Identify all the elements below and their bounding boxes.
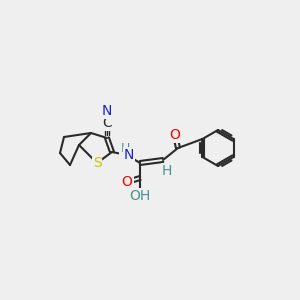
Text: N: N (124, 148, 134, 162)
Text: O: O (169, 128, 180, 142)
Text: N: N (102, 104, 112, 118)
Text: H: H (120, 142, 130, 155)
Text: H: H (162, 164, 172, 178)
Text: OH: OH (129, 189, 151, 203)
Text: C: C (102, 116, 112, 130)
Text: O: O (122, 175, 132, 189)
Text: S: S (93, 156, 101, 170)
